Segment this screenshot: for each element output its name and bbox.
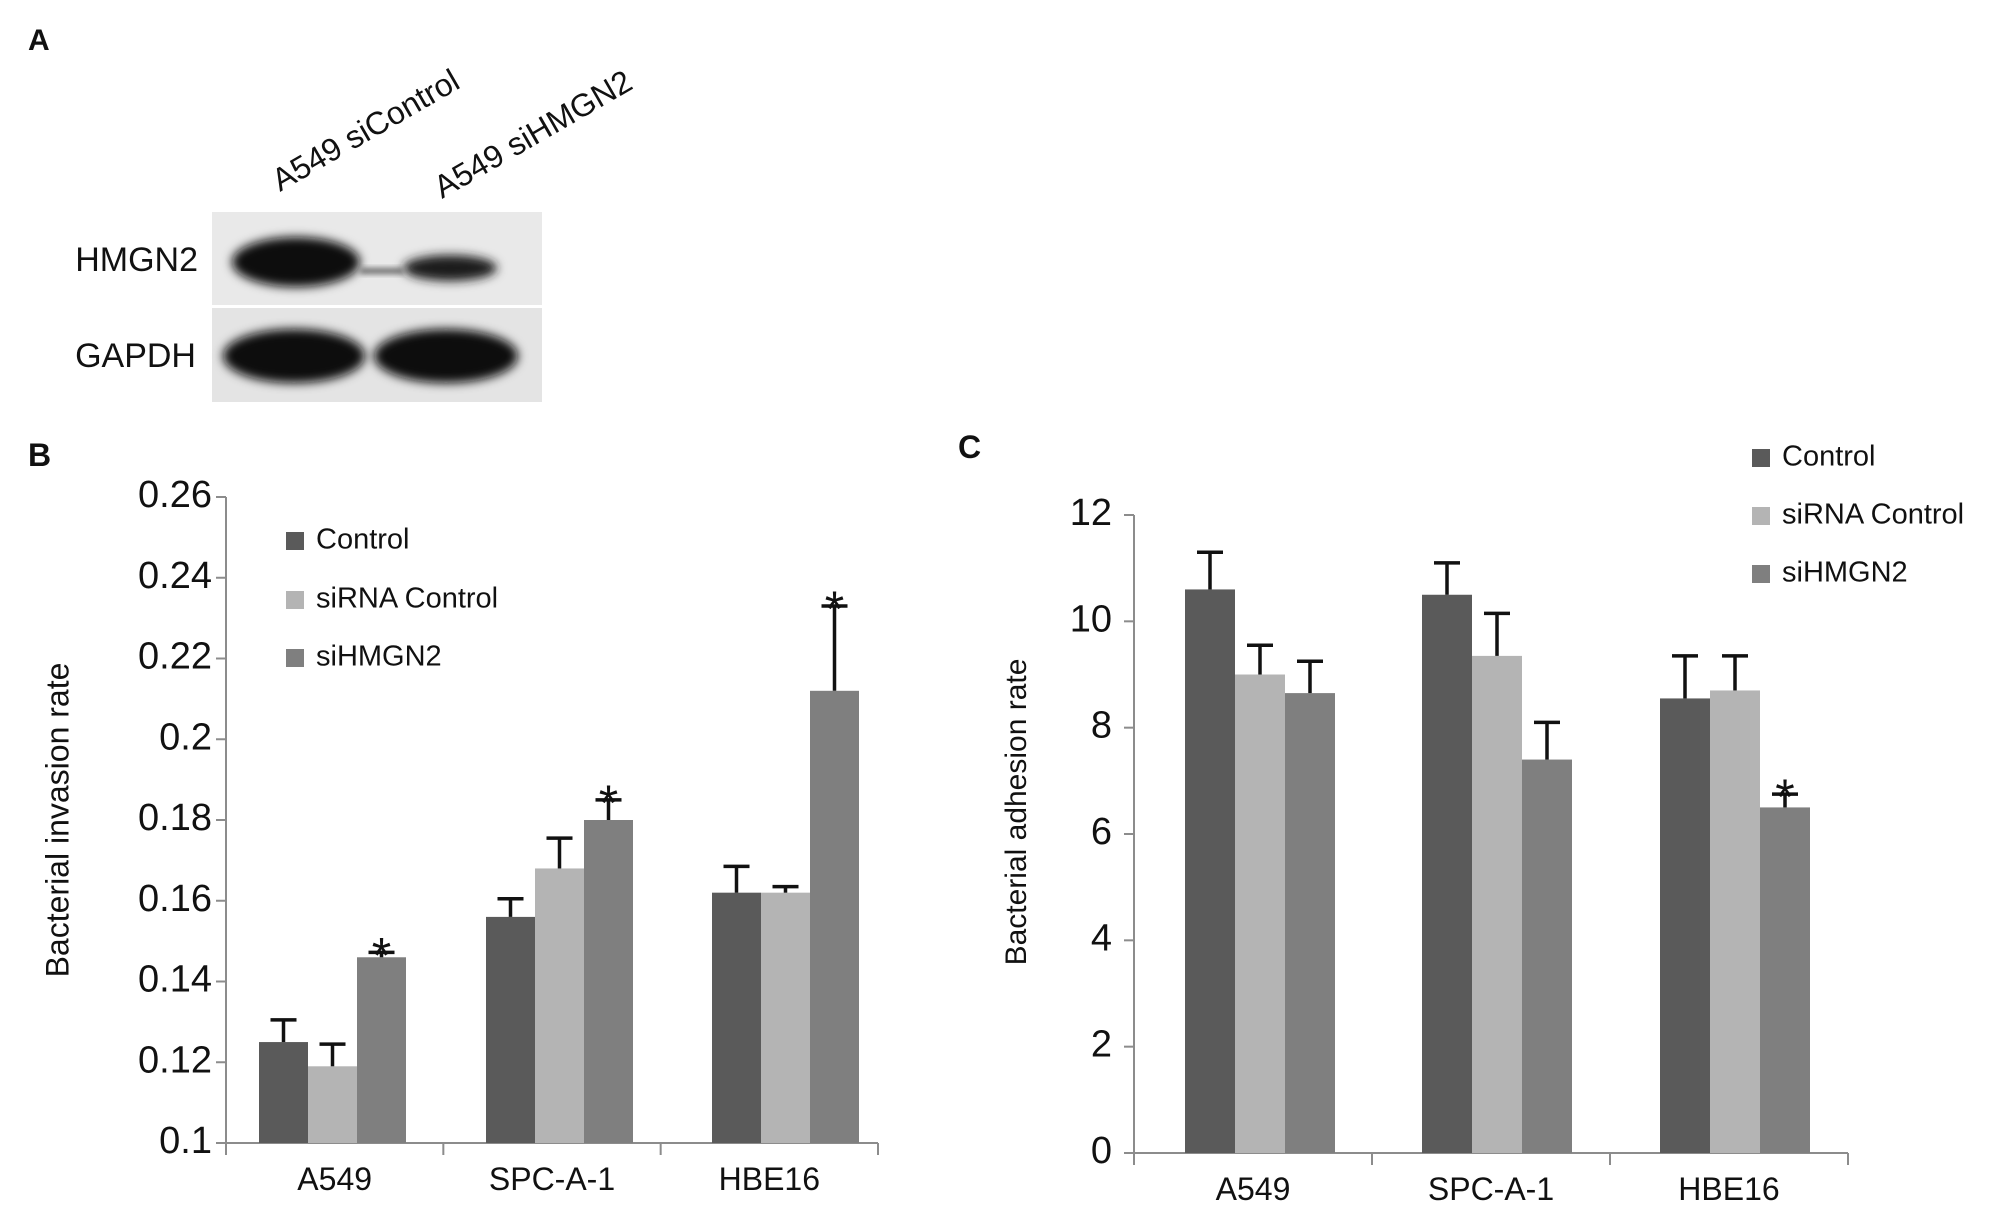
bar-sirna-control-spc-a-1 (1472, 655, 1522, 1153)
panel-a-letter: A (28, 24, 50, 57)
y-axis-title: Bacterial adhesion rate (1000, 659, 1033, 966)
legend-label-sihmgn2: siHMGN2 (1782, 557, 1908, 589)
y-tick-label: 0 (1091, 1130, 1112, 1172)
y-tick-label: 0.26 (138, 474, 212, 516)
panel-b-letter: B (28, 437, 51, 473)
bar-control-hbe16 (1660, 698, 1710, 1153)
y-axis-title: Bacterial invasion rate (39, 663, 75, 978)
band-smear (360, 268, 404, 274)
bar-sihmgn2-a549 (357, 957, 406, 1143)
bar-sirna-control-hbe16 (1710, 690, 1760, 1153)
legend-swatch-control (1752, 449, 1770, 467)
bar-sihmgn2-spc-a-1 (584, 820, 633, 1143)
legend-label-sihmgn2: siHMGN2 (316, 641, 442, 673)
legend-label-sirna-control: siRNA Control (316, 583, 498, 615)
y-tick-label: 8 (1091, 705, 1112, 747)
band-gapdh-sicontrol (223, 329, 365, 383)
bar-control-spc-a-1 (486, 916, 535, 1143)
x-tick-label-spc-a-1: SPC-A-1 (489, 1161, 615, 1197)
x-tick-label-spc-a-1: SPC-A-1 (1428, 1171, 1554, 1207)
chart-c-adhesion: C 0 2 4 6 8 10 12 Bacterial adhesion rate * A549 S… (958, 429, 1964, 1207)
bar-sirna-control-a549 (308, 1066, 357, 1143)
band-hmgn2-sihmgn2 (403, 255, 497, 281)
x-tick-label-a549: A549 (1216, 1171, 1291, 1207)
legend-label-control: Control (316, 524, 410, 556)
bar-sirna-control-a549 (1235, 674, 1285, 1153)
legend-label-control: Control (1782, 441, 1876, 473)
row-label-gapdh: GAPDH (75, 337, 196, 375)
band-gapdh-sihmgn2 (374, 329, 518, 383)
band-hmgn2-sicontrol (232, 237, 360, 287)
bar-sirna-control-hbe16 (761, 892, 810, 1143)
y-tick-label: 0.24 (138, 555, 212, 597)
significance-marker: * (825, 581, 844, 637)
legend-label-sirna-control: siRNA Control (1782, 499, 1964, 531)
y-tick-label: 6 (1091, 811, 1112, 853)
y-tick-label: 10 (1070, 598, 1112, 640)
bar-control-spc-a-1 (1422, 594, 1472, 1153)
significance-marker: * (372, 927, 391, 983)
chart-b-invasion: B 0.1 0.12 0.14 0.16 0.18 0.2 0.22 0.24 0.26 Bact… (28, 437, 879, 1197)
legend-swatch-sirna-control (286, 591, 304, 609)
legend-swatch-sirna-control (1752, 507, 1770, 525)
y-tick-label: 12 (1070, 492, 1112, 534)
panel-c-letter: C (958, 429, 981, 465)
y-tick-label: 0.12 (138, 1039, 212, 1081)
bar-control-hbe16 (712, 892, 761, 1143)
y-tick-label: 0.2 (159, 716, 212, 758)
y-tick-label: 0.14 (138, 959, 212, 1001)
x-tick-label-hbe16: HBE16 (1678, 1171, 1779, 1207)
bar-sihmgn2-a549 (1285, 693, 1335, 1153)
y-tick-label: 0.1 (159, 1120, 212, 1162)
significance-marker: * (599, 775, 618, 831)
y-tick-label: 0.22 (138, 636, 212, 678)
bar-sihmgn2-hbe16 (1760, 807, 1810, 1153)
bar-sihmgn2-spc-a-1 (1522, 759, 1572, 1153)
x-tick-label-a549: A549 (297, 1161, 372, 1197)
x-tick-label-hbe16: HBE16 (719, 1161, 820, 1197)
bar-sihmgn2-hbe16 (810, 690, 859, 1143)
panel-a-western-blot: A A549 siControl A549 siHMGN2 HMGN2 GAPD… (28, 24, 638, 402)
y-tick-label: 0.18 (138, 797, 212, 839)
legend-swatch-sihmgn2 (286, 649, 304, 667)
significance-marker: * (1775, 769, 1794, 825)
bar-control-a549 (259, 1042, 308, 1143)
bar-sirna-control-spc-a-1 (535, 868, 584, 1143)
y-tick-label: 0.16 (138, 878, 212, 920)
legend-swatch-control (286, 532, 304, 550)
row-label-hmgn2: HMGN2 (75, 241, 198, 279)
bar-control-a549 (1185, 589, 1235, 1153)
legend-swatch-sihmgn2 (1752, 565, 1770, 583)
y-tick-label: 2 (1091, 1024, 1112, 1066)
y-tick-label: 4 (1091, 917, 1112, 959)
